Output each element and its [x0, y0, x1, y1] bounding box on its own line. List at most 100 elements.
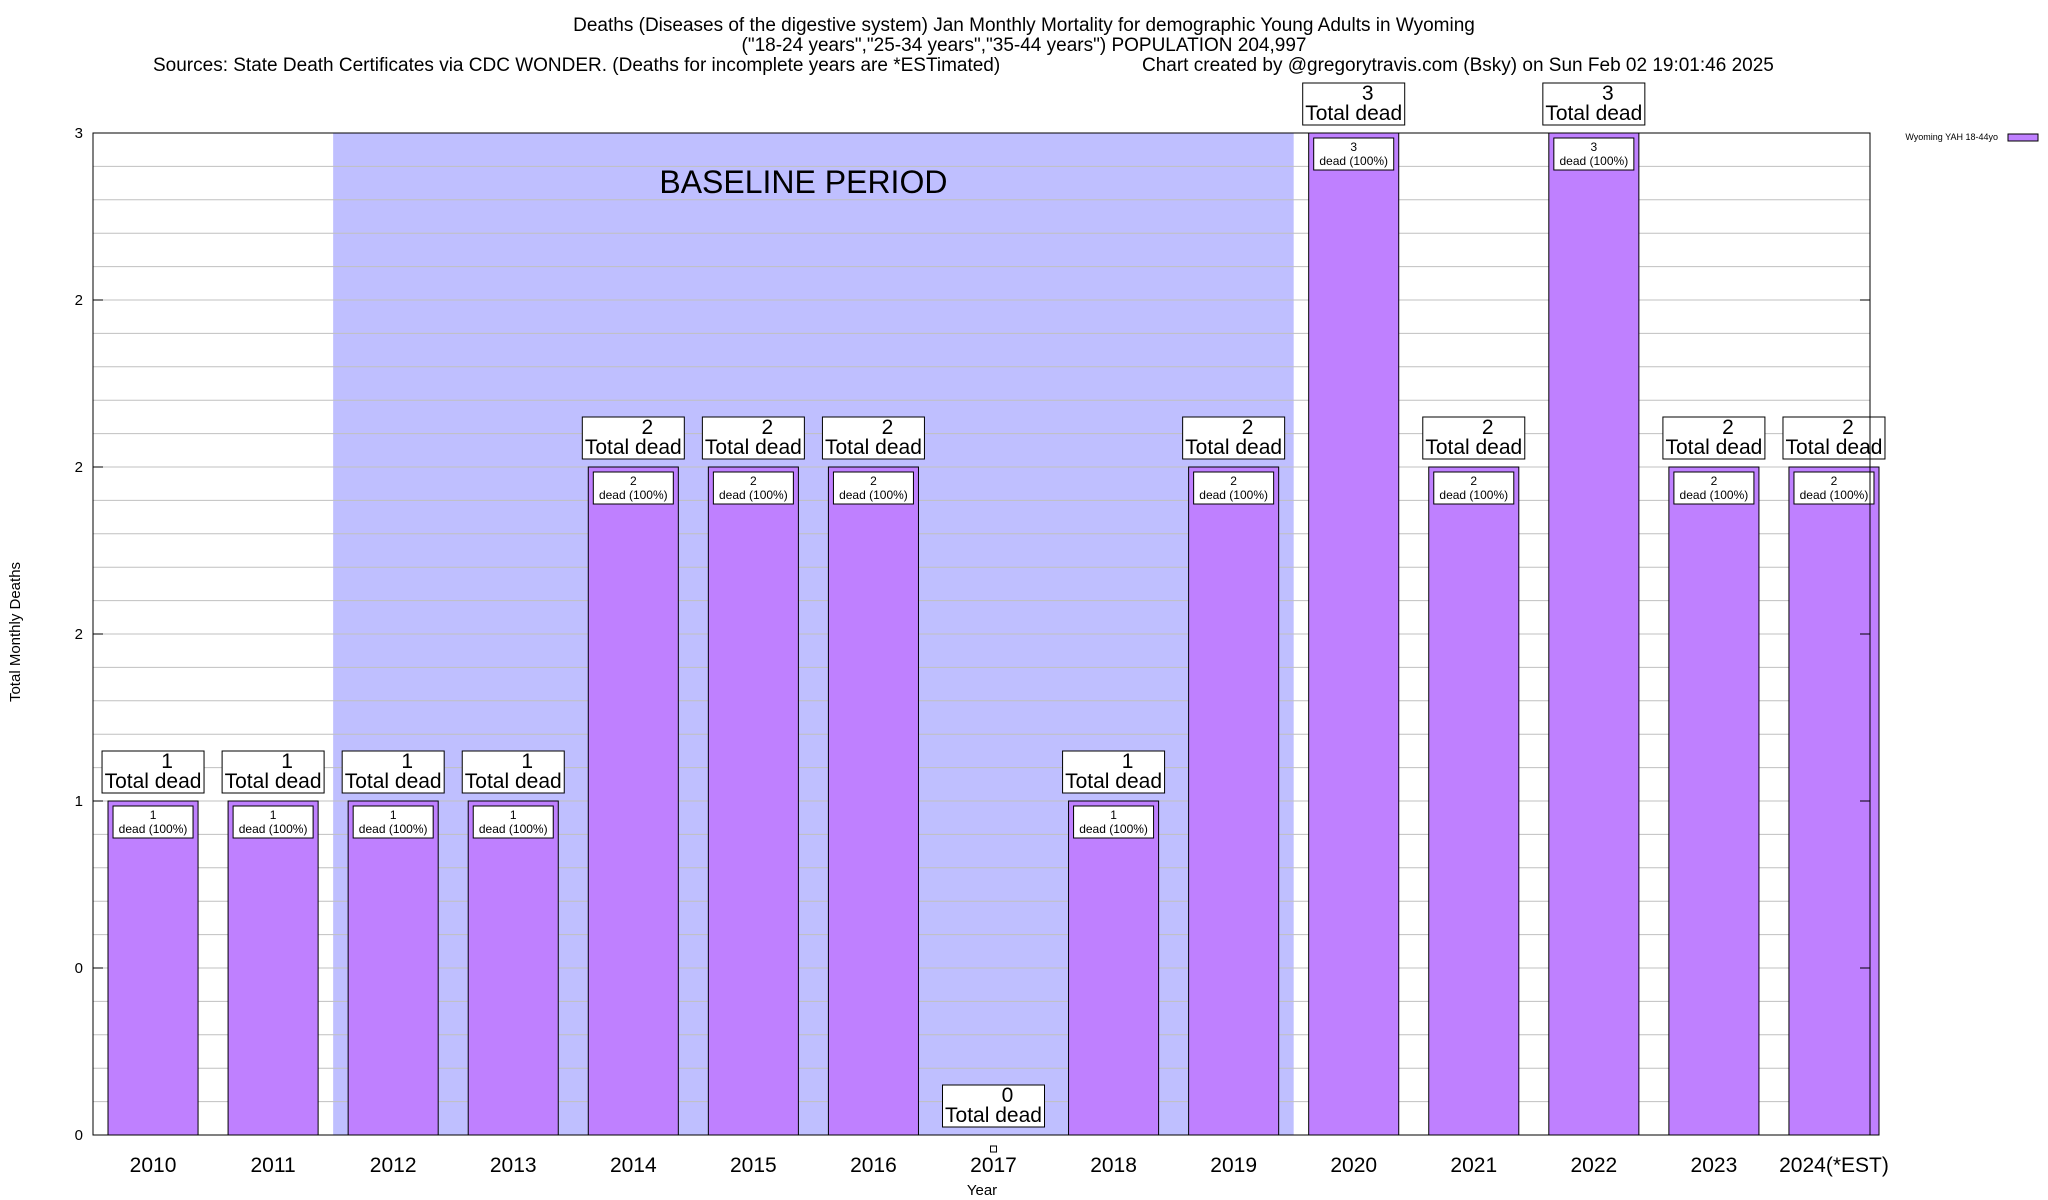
total-label-box — [1182, 416, 1286, 460]
inner-label-count: 1 — [510, 808, 517, 822]
total-label-box — [1302, 82, 1406, 126]
inner-label-text: dead (100%) — [479, 822, 548, 836]
bar — [467, 800, 559, 1136]
inner-label-count: 2 — [630, 474, 637, 488]
bar — [107, 800, 199, 1136]
inner-label-text: dead (100%) — [359, 822, 428, 836]
total-label-count: 1 — [521, 750, 533, 773]
x-tick-label: 2013 — [490, 1154, 537, 1177]
x-tick-label: 2019 — [1210, 1154, 1257, 1177]
bar — [827, 466, 919, 1136]
x-tick-label: 2017 — [970, 1154, 1017, 1177]
title-line-2: ("18-24 years","25-34 years","35-44 year… — [742, 35, 1307, 56]
total-label-box — [1662, 416, 1766, 460]
total-label-count: 2 — [762, 416, 774, 439]
zero-marker — [990, 1145, 998, 1153]
total-label-count: 1 — [1122, 750, 1134, 773]
inner-label-box — [472, 805, 554, 839]
total-label-box — [1782, 416, 1886, 460]
total-label-text: Total dead — [1185, 436, 1282, 459]
inner-label-count: 2 — [870, 474, 877, 488]
x-tick-label: 2018 — [1090, 1154, 1137, 1177]
x-tick-label: 2024(*EST) — [1779, 1154, 1889, 1177]
total-label-text: Total dead — [1786, 436, 1883, 459]
legend-swatch — [2007, 133, 2039, 142]
total-label-text: Total dead — [465, 770, 562, 793]
total-label-box — [101, 750, 205, 794]
legend: Wyoming YAH 18-44yo — [1905, 132, 2039, 142]
credit-note: Chart created by @gregorytravis.com (Bsk… — [1142, 55, 1774, 76]
legend-label: Wyoming YAH 18-44yo — [1905, 132, 1998, 142]
inner-label-box — [592, 471, 674, 505]
total-label-count: 2 — [1482, 416, 1494, 439]
inner-label-box — [832, 471, 914, 505]
x-tick-label: 2012 — [370, 1154, 417, 1177]
bar — [227, 800, 319, 1136]
x-axis-label: Year — [967, 1182, 997, 1199]
y-tick-label: 2 — [75, 292, 83, 309]
y-tick-label: 2 — [75, 626, 83, 643]
inner-label-text: dead (100%) — [719, 488, 788, 502]
bar — [1188, 466, 1280, 1136]
inner-label-box — [1193, 471, 1275, 505]
total-label-count: 1 — [401, 750, 413, 773]
bars — [107, 132, 1880, 1153]
inner-label-box — [1793, 471, 1875, 505]
total-label-box — [942, 1084, 1046, 1128]
total-label-box — [1062, 750, 1166, 794]
title-line-1: Deaths (Diseases of the digestive system… — [573, 15, 1475, 36]
inner-label-text: dead (100%) — [1559, 154, 1628, 168]
inner-label-count: 2 — [1230, 474, 1237, 488]
total-label-text: Total dead — [225, 770, 322, 793]
total-label-box — [701, 416, 805, 460]
inner-label-box — [1433, 471, 1515, 505]
inner-label-text: dead (100%) — [1800, 488, 1869, 502]
total-label-text: Total dead — [1425, 436, 1522, 459]
inner-label-text: dead (100%) — [1079, 822, 1148, 836]
chart-title: Deaths (Diseases of the digestive system… — [153, 15, 1774, 76]
y-tick-label: 0 — [75, 960, 83, 977]
y-tick-label: 3 — [75, 125, 83, 142]
total-label-box — [1422, 416, 1526, 460]
total-label-box — [1542, 82, 1646, 126]
bar — [1428, 466, 1520, 1136]
x-tick-label: 2020 — [1330, 1154, 1377, 1177]
y-axis-label: Total Monthly Deaths — [7, 562, 24, 702]
total-label-count: 2 — [882, 416, 894, 439]
total-label-count: 2 — [1842, 416, 1854, 439]
inner-label-text: dead (100%) — [599, 488, 668, 502]
bar — [347, 800, 439, 1136]
x-tick-label: 2014 — [610, 1154, 657, 1177]
x-tick-label: 2021 — [1450, 1154, 1497, 1177]
total-label-count: 2 — [1242, 416, 1254, 439]
bar — [587, 466, 679, 1136]
inner-label-box — [352, 805, 434, 839]
x-tick-label: 2022 — [1570, 1154, 1617, 1177]
y-tick-label: 2 — [75, 459, 83, 476]
inner-label-box — [232, 805, 314, 839]
inner-label-text: dead (100%) — [839, 488, 908, 502]
inner-label-box — [1073, 805, 1155, 839]
total-label-text: Total dead — [945, 1104, 1042, 1127]
total-label-box — [341, 750, 445, 794]
inner-label-count: 2 — [1831, 474, 1838, 488]
